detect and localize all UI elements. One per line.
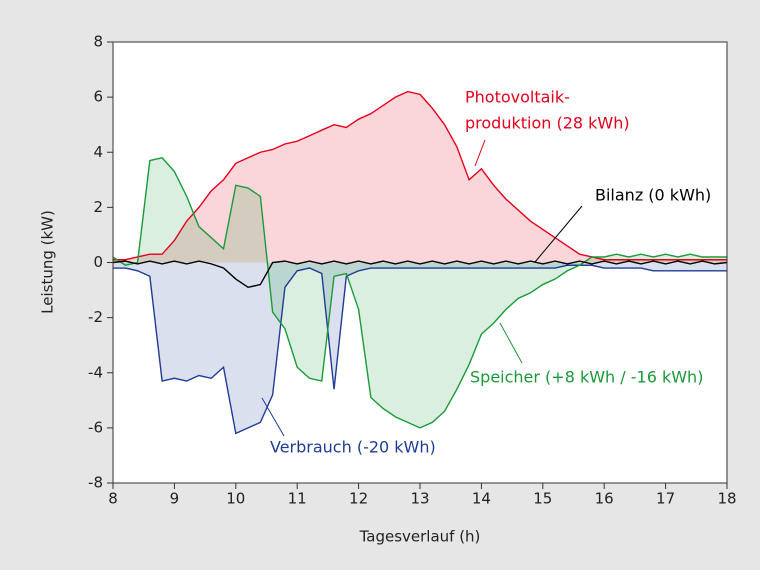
- plot-frame: [112, 41, 728, 484]
- x-tick-label: 8: [108, 490, 118, 508]
- y-tick-label: 4: [93, 143, 103, 161]
- x-tick-label: 10: [226, 490, 245, 508]
- x-tick-label: 13: [410, 490, 429, 508]
- x-tick-label: 12: [349, 490, 368, 508]
- annotation-leader: [534, 205, 583, 263]
- annotation: Speicher (+8 kWh / -16 kWh): [470, 368, 703, 387]
- y-tick-label: 2: [93, 198, 103, 216]
- area: [113, 91, 727, 263]
- x-tick-label: 11: [288, 490, 307, 508]
- line: [112, 260, 728, 289]
- line: [113, 90, 727, 261]
- y-tick-label: -8: [88, 474, 103, 492]
- area: [113, 262, 727, 434]
- annotation: Photovoltaik-: [465, 88, 570, 107]
- y-tick-label: 6: [93, 88, 103, 106]
- x-tick-label: 18: [717, 490, 736, 508]
- annotation-leader: [261, 397, 285, 437]
- x-tick-label: 14: [472, 490, 491, 508]
- annotation-leader: [474, 139, 486, 167]
- annotation: Verbrauch (-20 kWh): [270, 438, 436, 457]
- x-axis-label: Tagesverlauf (h): [359, 528, 481, 546]
- x-tick-label: 17: [656, 490, 675, 508]
- y-tick-label: -4: [88, 363, 103, 381]
- line: [113, 264, 727, 435]
- y-tick-label: 8: [93, 33, 103, 51]
- annotation: Bilanz (0 kWh): [595, 186, 711, 205]
- y-tick-label: -6: [88, 418, 103, 436]
- y-axis-label: Leistung (kW): [39, 210, 57, 314]
- area: [113, 157, 727, 428]
- y-tick-label: -2: [88, 308, 103, 326]
- x-tick-label: 16: [595, 490, 614, 508]
- annotation: produktion (28 kWh): [465, 114, 630, 133]
- x-tick-label: 15: [533, 490, 552, 508]
- annotation-leader: [499, 322, 523, 364]
- x-tick-label: 9: [170, 490, 180, 508]
- line: [112, 156, 727, 429]
- y-tick-label: 0: [93, 253, 103, 271]
